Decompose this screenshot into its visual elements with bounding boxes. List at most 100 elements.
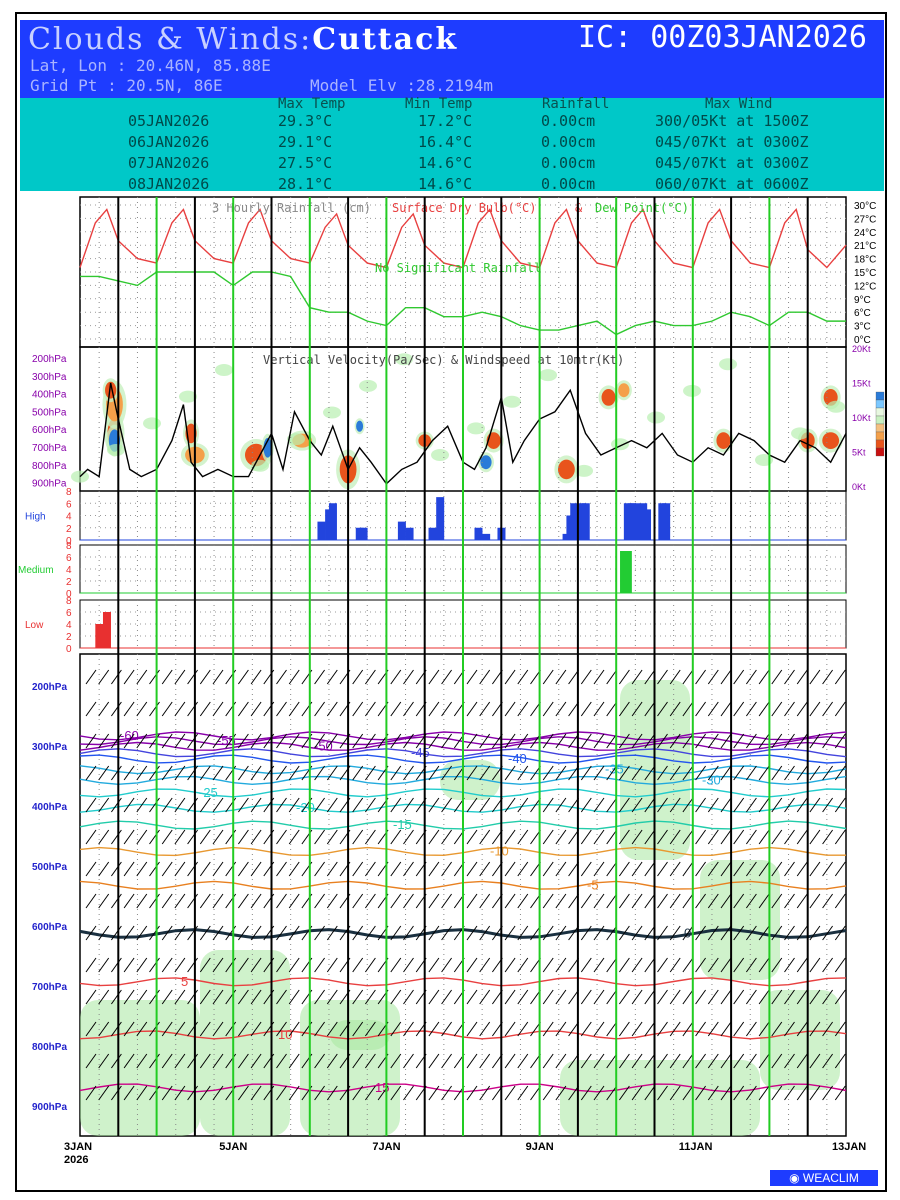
summary-cell-rain: 0.00cm	[541, 154, 596, 172]
wind-barb	[288, 957, 300, 973]
x-tick-label: 7JAN	[372, 1141, 400, 1153]
wind-barb	[174, 925, 186, 941]
wind-barb	[428, 1085, 440, 1101]
wind-barb	[110, 669, 122, 685]
wind-barb	[593, 1021, 605, 1037]
wind-barb	[758, 893, 770, 909]
wind-barb	[618, 1053, 630, 1069]
y-tick-label: 0°C	[854, 335, 871, 346]
wind-barb	[288, 861, 300, 877]
wind-barb	[758, 797, 770, 813]
wind-barb	[720, 1021, 732, 1037]
wind-barb	[85, 925, 97, 941]
wind-barb	[199, 1053, 211, 1069]
panel1-title-rain: 3 Hourly Rainfall (cm)	[212, 201, 371, 215]
wind-barb	[720, 1053, 732, 1069]
wind-barb	[682, 1021, 694, 1037]
wind-barb	[771, 989, 783, 1005]
wind-barb	[644, 1021, 656, 1037]
wind-barb	[834, 989, 846, 1005]
wind-barb	[123, 829, 135, 845]
wind-barb	[174, 669, 186, 685]
wind-barb	[149, 1053, 160, 1069]
wind-barb	[796, 1085, 808, 1101]
wind-barb	[822, 701, 834, 717]
wind-barb	[707, 1053, 719, 1069]
wind-barb	[250, 701, 262, 717]
wind-barb	[288, 989, 300, 1005]
wind-barb	[796, 861, 808, 877]
wind-barb	[403, 893, 414, 909]
wind-barb	[98, 829, 110, 845]
y-tick-label: 2	[66, 632, 72, 643]
wind-barb	[796, 797, 808, 813]
y-tick-label: 300hPa	[32, 372, 67, 383]
vv-blob-light	[107, 443, 126, 456]
wind-barb	[809, 1021, 821, 1037]
wind-barb	[136, 733, 148, 749]
wind-barb	[606, 925, 618, 941]
wind-barb	[314, 1053, 326, 1069]
wind-barb	[136, 829, 148, 845]
wind-barb	[758, 829, 770, 845]
wind-barb	[695, 957, 707, 973]
wind-barb	[314, 733, 326, 749]
wind-barb	[466, 669, 478, 685]
wind-barb	[682, 1085, 694, 1101]
wind-barb	[771, 733, 783, 749]
wind-barb	[834, 893, 846, 909]
wind-barb	[428, 1053, 440, 1069]
wind-barb	[237, 797, 249, 813]
wind-barb	[187, 861, 199, 877]
humidity-shade	[560, 1060, 760, 1136]
wind-barb	[352, 925, 364, 941]
wind-barb	[606, 1085, 618, 1101]
wind-barb	[669, 669, 681, 685]
wind-barb	[390, 669, 402, 685]
wind-barb	[212, 861, 224, 877]
wind-barb	[403, 957, 414, 973]
y-tick-label: 12°C	[854, 281, 876, 292]
wind-barb	[784, 893, 795, 909]
wind-barb	[593, 893, 605, 909]
wind-barb	[479, 957, 491, 973]
wind-barb	[479, 1053, 491, 1069]
wind-barb	[136, 1021, 148, 1037]
wind-barb	[834, 829, 846, 845]
wind-barb	[364, 669, 376, 685]
wind-barb	[390, 1021, 402, 1037]
wind-barb	[695, 669, 707, 685]
colorbar-swatch	[875, 415, 885, 425]
wind-barb	[644, 989, 656, 1005]
wind-barb	[733, 925, 745, 941]
wind-barb	[85, 989, 97, 1005]
wind-barb	[822, 797, 834, 813]
wind-barb	[695, 765, 707, 781]
wind-barb	[822, 669, 834, 685]
wind-barb	[466, 765, 478, 781]
wind-barb	[441, 957, 453, 973]
summary-cell-min: 16.4°C	[418, 133, 473, 151]
wind-barb	[199, 957, 211, 973]
wind-barb	[364, 765, 376, 781]
wind-barb	[288, 1053, 300, 1069]
wind-barb	[199, 733, 211, 749]
latlon-label: Lat, Lon : 20.46N, 85.88E	[30, 56, 271, 75]
wind-barb	[542, 1021, 554, 1037]
wind-barb	[758, 765, 770, 781]
wind-barb	[479, 669, 491, 685]
wind-barb	[352, 861, 364, 877]
wind-barb	[720, 989, 732, 1005]
wind-barb	[542, 733, 554, 749]
wind-barb	[390, 925, 402, 941]
summary-cell-wind: 060/07Kt at 0600Z	[655, 175, 809, 193]
cloud-bar-high	[397, 521, 406, 540]
wind-barb	[466, 733, 478, 749]
humidity-shade	[330, 1020, 390, 1050]
wind-barb	[123, 957, 135, 973]
wind-barb	[758, 1053, 770, 1069]
wind-barb	[479, 1021, 491, 1037]
wind-barb	[390, 1085, 402, 1101]
wind-barb	[199, 701, 211, 717]
